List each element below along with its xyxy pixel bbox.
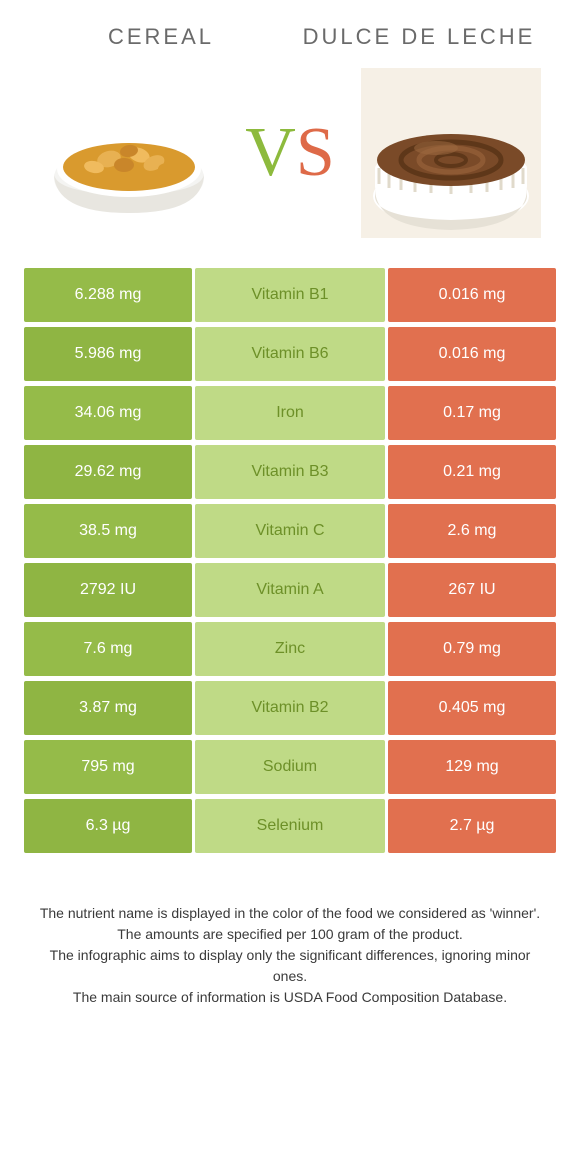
right-value: 0.405 mg — [388, 681, 556, 735]
left-value: 6.3 µg — [24, 799, 192, 853]
dulce-bowl-icon — [361, 68, 541, 238]
right-value: 0.016 mg — [388, 268, 556, 322]
right-value: 0.016 mg — [388, 327, 556, 381]
nutrient-name: Vitamin C — [195, 504, 385, 558]
dulce-image — [350, 63, 552, 243]
right-value: 267 IU — [388, 563, 556, 617]
vs-s: S — [296, 114, 335, 191]
nutrient-name: Sodium — [195, 740, 385, 794]
footer-notes: The nutrient name is displayed in the co… — [36, 903, 544, 1008]
left-value: 2792 IU — [24, 563, 192, 617]
right-value: 0.17 mg — [388, 386, 556, 440]
left-value: 795 mg — [24, 740, 192, 794]
left-value: 38.5 mg — [24, 504, 192, 558]
table-row: 7.6 mgZinc0.79 mg — [24, 622, 556, 676]
header-row: Cereal Dulce de Leche — [0, 0, 580, 58]
right-value: 129 mg — [388, 740, 556, 794]
left-value: 3.87 mg — [24, 681, 192, 735]
table-row: 795 mgSodium129 mg — [24, 740, 556, 794]
right-value: 0.21 mg — [388, 445, 556, 499]
footer-line-2: The amounts are specified per 100 gram o… — [36, 924, 544, 945]
table-row: 2792 IUVitamin A267 IU — [24, 563, 556, 617]
cereal-bowl-icon — [39, 83, 219, 223]
nutrient-name: Zinc — [195, 622, 385, 676]
table-row: 38.5 mgVitamin C2.6 mg — [24, 504, 556, 558]
left-value: 7.6 mg — [24, 622, 192, 676]
right-value: 2.6 mg — [388, 504, 556, 558]
right-value: 2.7 µg — [388, 799, 556, 853]
left-value: 34.06 mg — [24, 386, 192, 440]
table-row: 5.986 mgVitamin B60.016 mg — [24, 327, 556, 381]
nutrient-name: Vitamin B6 — [195, 327, 385, 381]
footer-line-4: The main source of information is USDA F… — [36, 987, 544, 1008]
footer-line-1: The nutrient name is displayed in the co… — [36, 903, 544, 924]
nutrient-name: Vitamin A — [195, 563, 385, 617]
left-value: 6.288 mg — [24, 268, 192, 322]
comparison-table: 6.288 mgVitamin B10.016 mg5.986 mgVitami… — [24, 268, 556, 853]
nutrient-name: Vitamin B2 — [195, 681, 385, 735]
nutrient-name: Vitamin B3 — [195, 445, 385, 499]
cereal-image — [28, 63, 230, 243]
header-right: Dulce de Leche — [290, 24, 548, 50]
images-row: VS — [0, 58, 580, 268]
table-row: 6.288 mgVitamin B10.016 mg — [24, 268, 556, 322]
header-left: Cereal — [32, 24, 290, 50]
table-row: 34.06 mgIron0.17 mg — [24, 386, 556, 440]
right-value: 0.79 mg — [388, 622, 556, 676]
vs-label: VS — [230, 113, 350, 193]
vs-v: V — [245, 114, 296, 191]
nutrient-name: Vitamin B1 — [195, 268, 385, 322]
nutrient-name: Selenium — [195, 799, 385, 853]
table-row: 29.62 mgVitamin B30.21 mg — [24, 445, 556, 499]
footer-line-3: The infographic aims to display only the… — [36, 945, 544, 987]
left-value: 5.986 mg — [24, 327, 192, 381]
nutrient-name: Iron — [195, 386, 385, 440]
table-row: 6.3 µgSelenium2.7 µg — [24, 799, 556, 853]
table-row: 3.87 mgVitamin B20.405 mg — [24, 681, 556, 735]
left-value: 29.62 mg — [24, 445, 192, 499]
